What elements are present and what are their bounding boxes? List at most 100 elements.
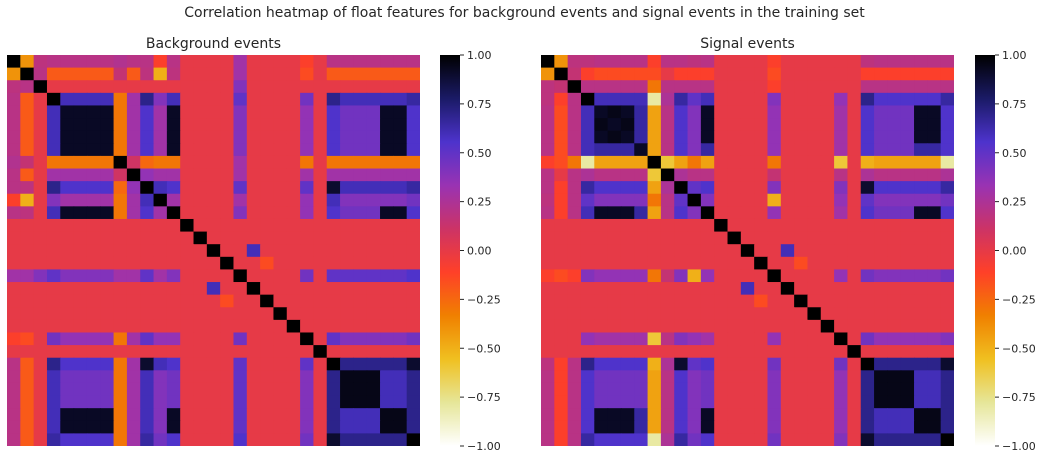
background-cell-10-28: [380, 181, 394, 195]
background-cell-25-17: [233, 370, 248, 384]
signal-cell-1-4: [594, 67, 609, 81]
signal-cell-23-10: [674, 345, 689, 359]
background-cell-16-17: [233, 256, 248, 271]
background-cell-6-2: [33, 130, 48, 144]
signal-cell-10-7: [634, 181, 649, 195]
signal-cell-13-11: [687, 218, 702, 233]
background-cell-22-19: [260, 332, 275, 346]
signal-cell-22-7: [634, 332, 649, 346]
signal-cell-15-18: [780, 244, 795, 258]
signal-cell-1-1: [554, 67, 569, 81]
signal-cell-7-0: [541, 143, 555, 157]
signal-cell-13-5: [607, 218, 622, 233]
background-cell-29-28: [380, 420, 394, 434]
background-cell-17-24: [326, 269, 341, 283]
signal-cell-13-7: [634, 218, 649, 233]
signal-cell-22-27: [900, 332, 915, 346]
signal-cell-21-6: [620, 319, 635, 334]
background-cell-26-24: [326, 382, 341, 397]
signal-cell-27-9: [660, 395, 675, 409]
signal-cell-15-26: [887, 244, 902, 258]
signal-cell-25-30: [940, 370, 954, 384]
signal-cell-11-24: [860, 193, 875, 207]
background-cell-12-4: [60, 206, 75, 220]
signal-cell-14-22: [834, 231, 849, 245]
signal-cell-5-30: [940, 118, 954, 132]
background-cell-21-28: [380, 319, 394, 334]
background-cell-14-27: [366, 231, 381, 245]
signal-cell-14-25: [874, 231, 888, 245]
background-cell-24-20: [273, 357, 288, 371]
signal-cell-4-7: [634, 105, 649, 119]
signal-cell-1-27: [900, 67, 915, 81]
signal-cell-16-7: [634, 256, 649, 271]
signal-cell-1-2: [567, 67, 582, 81]
background-cell-30-28: [380, 433, 394, 446]
background-cell-17-5: [73, 269, 88, 283]
background-cell-27-18: [246, 395, 261, 409]
signal-cell-7-24: [860, 143, 875, 157]
signal-cell-25-19: [794, 370, 809, 384]
signal-cell-26-29: [927, 382, 942, 397]
signal-cell-16-27: [900, 256, 915, 271]
background-cell-28-29: [393, 408, 408, 422]
signal-cell-21-9: [660, 319, 675, 334]
background-cell-1-14: [193, 67, 208, 81]
signal-cell-29-8: [647, 420, 662, 434]
signal-cell-13-0: [541, 218, 555, 233]
background-cell-30-10: [140, 433, 155, 446]
background-cell-10-8: [113, 181, 128, 195]
background-cell-13-29: [393, 218, 408, 233]
background-cell-10-4: [60, 181, 75, 195]
signal-cell-18-17: [767, 282, 782, 296]
background-cell-25-5: [73, 370, 88, 384]
background-cell-11-18: [246, 193, 261, 207]
signal-cell-26-23: [847, 382, 862, 397]
signal-cell-20-17: [767, 307, 782, 321]
signal-cell-2-0: [541, 80, 555, 94]
background-cell-20-14: [193, 307, 208, 321]
signal-cell-16-10: [674, 256, 689, 271]
background-cell-24-22: [300, 357, 315, 371]
signal-cell-9-1: [554, 168, 569, 182]
signal-cell-0-30: [940, 55, 954, 69]
background-cell-12-29: [393, 206, 408, 220]
signal-cell-5-1: [554, 118, 569, 132]
signal-cell-11-30: [940, 193, 954, 207]
background-cell-20-6: [86, 307, 101, 321]
signal-cell-6-1: [554, 130, 569, 144]
signal-cell-22-9: [660, 332, 675, 346]
signal-cell-3-8: [647, 92, 662, 107]
background-cell-20-8: [113, 307, 128, 321]
background-cell-13-17: [233, 218, 248, 233]
background-cell-19-1: [20, 294, 35, 308]
signal-cell-9-18: [780, 168, 795, 182]
background-cell-22-20: [273, 332, 288, 346]
background-cell-12-24: [326, 206, 341, 220]
signal-cell-29-27: [900, 420, 915, 434]
signal-cell-0-22: [834, 55, 849, 69]
background-cell-0-17: [233, 55, 248, 69]
signal-cell-28-25: [874, 408, 888, 422]
background-cell-23-26: [353, 345, 368, 359]
background-cell-28-5: [73, 408, 88, 422]
signal-cell-13-9: [660, 218, 675, 233]
background-cell-27-4: [60, 395, 75, 409]
background-cell-4-26: [353, 105, 368, 119]
background-cell-19-3: [46, 294, 61, 308]
signal-cell-14-0: [541, 231, 555, 245]
background-cell-18-24: [326, 282, 341, 296]
signal-cell-30-5: [607, 433, 622, 446]
signal-cell-12-20: [807, 206, 822, 220]
signal-cell-15-4: [594, 244, 609, 258]
signal-cell-6-3: [580, 130, 595, 144]
signal-cell-29-6: [620, 420, 635, 434]
signal-cell-20-1: [554, 307, 569, 321]
background-cell-17-25: [340, 269, 354, 283]
background-cell-28-1: [20, 408, 35, 422]
background-cell-18-23: [313, 282, 328, 296]
signal-cell-16-16: [754, 256, 769, 271]
signal-cell-23-14: [727, 345, 742, 359]
signal-cell-27-7: [634, 395, 649, 409]
background-cell-4-2: [33, 105, 48, 119]
